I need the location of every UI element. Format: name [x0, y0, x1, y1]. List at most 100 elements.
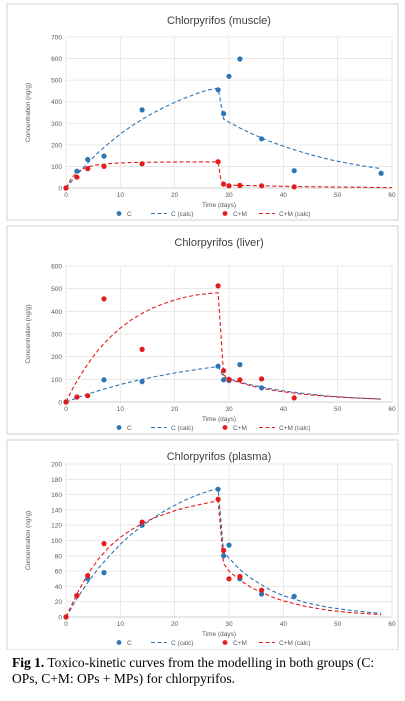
data-point [221, 377, 227, 383]
y-tick-label: 20 [55, 599, 63, 606]
data-point [259, 591, 265, 597]
data-point [215, 87, 221, 93]
data-point [139, 161, 145, 167]
data-point [226, 576, 232, 582]
data-point [139, 379, 145, 385]
data-point [226, 183, 232, 189]
x-tick-label: 10 [117, 621, 125, 628]
y-tick-label: 100 [51, 538, 62, 545]
series-curve [65, 500, 382, 618]
data-point [378, 170, 384, 176]
x-tick-label: 50 [334, 406, 342, 413]
data-point [101, 153, 107, 159]
data-point [101, 296, 107, 302]
legend-marker [116, 211, 122, 216]
data-point [291, 184, 297, 190]
x-tick-label: 30 [225, 406, 233, 413]
legend-label: C (calc) [171, 425, 193, 432]
data-point [85, 573, 91, 579]
x-tick-label: 40 [280, 621, 288, 628]
chart-panel-2: Chlorpyrifos (plasma)0204060801001201401… [6, 439, 399, 650]
data-point [85, 166, 91, 172]
data-point [226, 73, 232, 79]
data-point [221, 547, 227, 554]
x-tick-label: 40 [280, 192, 288, 199]
legend-marker [116, 425, 122, 430]
y-tick-label: 500 [51, 286, 62, 293]
data-point [63, 399, 69, 405]
x-tick-label: 50 [334, 192, 342, 199]
y-tick-label: 400 [51, 99, 62, 106]
data-point [74, 593, 80, 599]
x-tick-label: 30 [225, 621, 233, 628]
data-point [237, 56, 243, 62]
data-point [139, 519, 145, 525]
y-tick-label: 0 [58, 400, 62, 407]
data-point [237, 182, 243, 188]
y-tick-label: 40 [55, 584, 63, 591]
chart-title: Chlorpyrifos (muscle) [167, 15, 271, 27]
y-tick-label: 100 [51, 377, 62, 384]
x-tick-label: 50 [334, 621, 342, 628]
y-tick-label: 300 [51, 121, 62, 128]
data-point [85, 393, 91, 399]
legend-label: C (calc) [171, 211, 193, 218]
data-point [221, 368, 227, 374]
x-tick-label: 0 [64, 621, 68, 628]
data-point [221, 553, 227, 559]
data-point [215, 363, 221, 369]
data-point [74, 394, 80, 400]
data-point [215, 486, 221, 492]
legend-label: C (calc) [171, 640, 193, 647]
data-point [259, 385, 265, 391]
data-point [259, 136, 265, 142]
x-tick-label: 10 [117, 192, 125, 199]
data-point [259, 587, 265, 593]
y-tick-label: 400 [51, 309, 62, 316]
data-point [101, 570, 107, 576]
x-tick-label: 0 [64, 192, 68, 199]
y-tick-label: 300 [51, 332, 62, 339]
chart-panel-1: Chlorpyrifos (liver) 0 100 200 300 400 500 600 0… [6, 225, 399, 435]
chart-frame [6, 439, 399, 650]
legend-label: C+M (calc) [279, 211, 311, 218]
caption-label: Fig 1. [12, 655, 45, 670]
caption-text: Toxico-kinetic curves from the modelling… [12, 655, 375, 686]
y-tick-label: 100 [51, 164, 62, 171]
data-point [291, 168, 297, 174]
data-point [215, 496, 221, 502]
y-axis-label: Concentration (ng/g) [25, 511, 32, 570]
data-point [221, 181, 227, 187]
data-point [237, 362, 243, 368]
y-tick-label: 60 [55, 569, 63, 576]
data-point [226, 376, 232, 382]
data-point [221, 111, 227, 117]
data-point [237, 377, 243, 383]
data-point [259, 376, 265, 382]
y-axis-label: Concentration (ng/g) [25, 83, 32, 142]
y-tick-label: 160 [51, 492, 62, 499]
legend-label: C [127, 211, 132, 218]
data-point [63, 614, 69, 620]
chart-panel-0: Chlorpyrifos (muscle)0100200300400500600… [6, 3, 399, 221]
data-point [291, 593, 297, 599]
data-point [237, 573, 243, 580]
data-point [74, 168, 80, 174]
x-tick-label: 20 [171, 406, 179, 413]
data-point [215, 283, 221, 289]
legend-label: C+M [233, 425, 247, 432]
x-axis-label: Time (days) [202, 416, 236, 423]
data-point [101, 541, 107, 547]
y-tick-label: 600 [51, 56, 62, 63]
legend-label: C+M [233, 211, 247, 218]
chart-frame [6, 3, 399, 221]
y-tick-label: 200 [51, 462, 62, 469]
x-axis-label: Time (days) [202, 202, 236, 209]
chart-title: Chlorpyrifos (liver) [174, 237, 263, 249]
data-point [259, 183, 265, 189]
series-curve [65, 487, 382, 618]
x-tick-label: 60 [388, 192, 396, 199]
data-point [101, 377, 107, 383]
x-tick-label: 10 [117, 406, 125, 413]
series-curve [65, 161, 393, 189]
